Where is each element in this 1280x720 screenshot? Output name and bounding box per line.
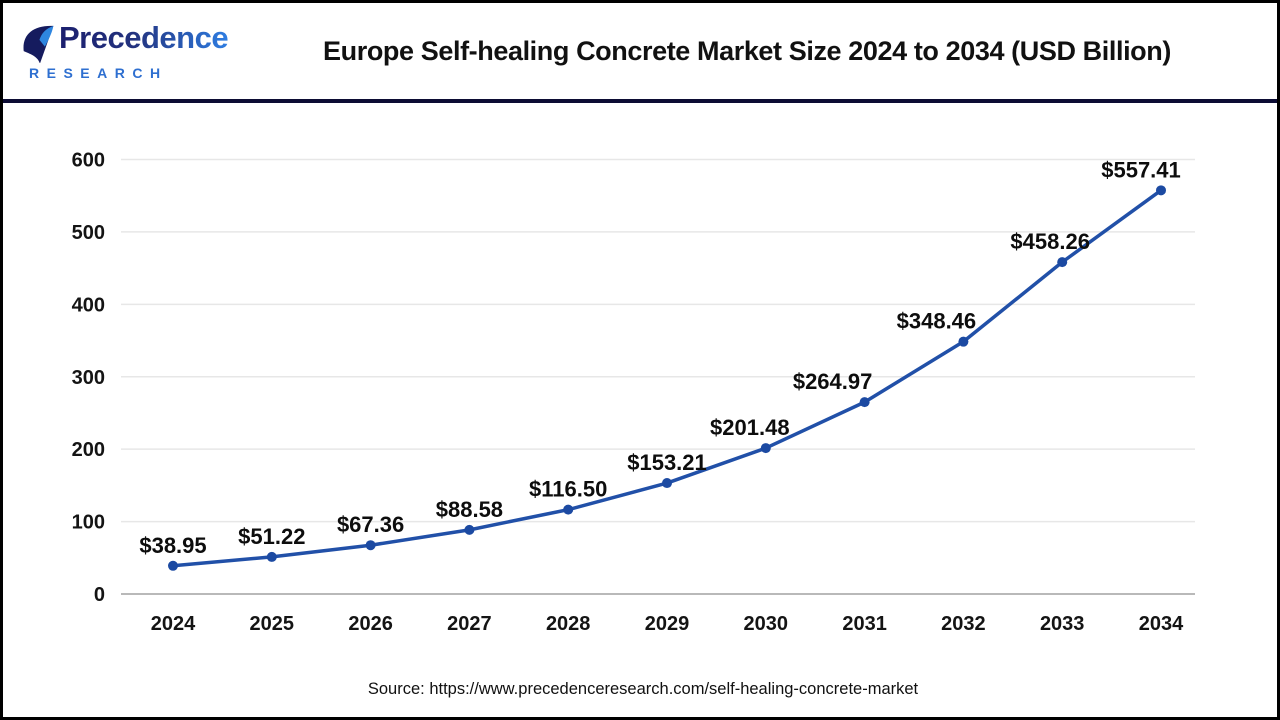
data-point [266,551,277,562]
data-point [1156,185,1166,196]
x-axis-tick-label: 2027 [447,613,492,635]
x-axis-tick-label: 2030 [744,613,789,635]
data-point-label: $38.95 [139,533,206,558]
chart-area: 0 100 200 300 400 500 600 $38.95 2024 $51.22 2025 $… [3,103,1277,699]
data-point-label: $201.48 [710,415,790,440]
logo-row: Precedence [21,19,239,63]
data-point-label: $67.36 [337,512,404,537]
x-axis-tick-label: 2024 [151,613,196,635]
data-point-label: $116.50 [529,477,607,502]
source-caption: Source: https://www.precedenceresearch.c… [367,680,919,698]
x-axis-tick-label: 2026 [348,613,393,635]
data-point [365,540,376,551]
x-axis-tick-label: 2033 [1040,613,1085,635]
data-point-label: $51.22 [238,524,305,549]
y-axis-tick-label: 0 [94,584,105,606]
y-axis-tick-label: 500 [72,222,105,244]
x-axis-tick-label: 2028 [546,613,591,635]
data-point-label: $88.58 [436,497,503,522]
y-axis-tick-label: 100 [72,512,105,534]
line-chart-canvas: 0 100 200 300 400 500 600 $38.95 2024 $51.22 2025 $… [72,150,1195,635]
data-point [958,336,969,347]
logo-wordmark: Precedence [59,19,229,55]
chart-title: Europe Self-healing Concrete Market Size… [323,35,1171,66]
data-point-label: $153.21 [627,450,707,475]
x-axis-tick-label: 2032 [941,613,986,635]
x-axis-tick-label: 2029 [645,613,690,635]
y-axis-tick-label: 600 [72,150,105,172]
data-point-label: $458.26 [1010,229,1090,254]
y-axis-tick-label: 300 [72,367,105,389]
x-axis-tick-label: 2025 [250,613,295,635]
leaf-icon [23,25,54,63]
data-point-label: $348.46 [897,309,977,334]
data-point [563,504,574,515]
x-axis-tick-label: 2031 [842,613,887,635]
data-point-label: $557.41 [1101,157,1181,182]
logo: Precedence RESEARCH [21,19,239,81]
y-axis-tick-label: 200 [72,439,105,461]
data-point [1057,257,1068,268]
data-point-label: $264.97 [793,369,873,394]
data-point [662,478,672,489]
x-axis-tick-label: 2034 [1139,613,1184,635]
logo-subtitle: RESEARCH [29,64,168,81]
data-point [464,524,475,535]
header: Precedence RESEARCH Europe Self-healing … [3,3,1277,103]
data-point [760,443,771,454]
data-point [859,397,870,408]
data-point [168,560,178,571]
y-axis-tick-label: 400 [72,294,105,316]
